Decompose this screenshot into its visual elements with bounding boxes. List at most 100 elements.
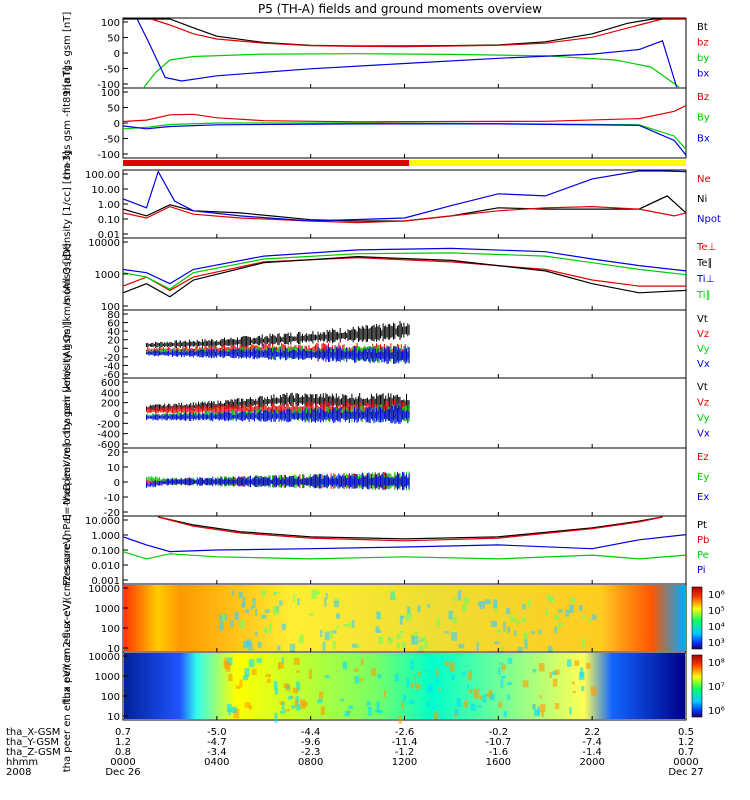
y-tick-label: 0 (114, 478, 120, 489)
spectrogram-patch (371, 668, 377, 677)
legend-Npot: Npot (697, 214, 721, 225)
colorbar-tick-label: 10⁶ (708, 706, 725, 717)
y-tick-label: 10000 (88, 652, 120, 663)
x-axis-row-label: hhmm (6, 757, 38, 768)
x-axis-value: -1.4 (582, 747, 602, 758)
spectrogram-patch (390, 590, 395, 597)
y-tick-label: 1000 (95, 270, 120, 281)
spectrogram-patch (252, 598, 256, 608)
spectrogram-patch (551, 671, 557, 676)
x-axis-value: -1.6 (489, 747, 509, 758)
spectrogram-patch (228, 708, 231, 716)
spectrogram-patch (322, 641, 326, 651)
spectrogram-patch (470, 703, 476, 712)
spectrogram-patch (299, 699, 306, 710)
colorbar-tick-label: 10⁶ (708, 590, 725, 601)
spectrogram-patch (545, 609, 549, 617)
spectrogram-patch (570, 597, 576, 603)
legend-Ne: Ne (697, 174, 711, 185)
y-tick-label: -100 (97, 80, 120, 91)
spectrogram-patch (367, 706, 373, 716)
spectrogram-patch (451, 674, 455, 680)
spectrogram-patch (494, 604, 497, 613)
y-axis-label: tha peir velocity gsm [km/s (All Qs)] (62, 254, 73, 435)
spectrogram-patch (498, 701, 503, 708)
spectrogram-patch (574, 660, 580, 667)
x-axis-value: -9.6 (301, 737, 321, 748)
spectrogram-patch (376, 611, 381, 620)
colorbar-tick-label: 10⁵ (708, 606, 725, 617)
spectrogram-patch (399, 616, 403, 625)
spectrogram-patch (272, 606, 279, 615)
x-axis-value: 0.8 (115, 747, 131, 758)
spectrogram-patch (541, 710, 544, 717)
spectrogram-patch (507, 682, 512, 686)
spectrogram-patch (378, 636, 384, 644)
legend-Ti⊥: Ti⊥ (696, 274, 714, 285)
spectrogram-patch (414, 631, 419, 636)
panel-efield: Ez Ey Ex 20 10 0 -10 -20 E=-VxB [mV/m] (62, 443, 709, 521)
series-Vx (146, 404, 410, 424)
spectrogram-patch (281, 657, 284, 664)
spectrogram-patch (281, 702, 285, 711)
spectrogram-patch (243, 641, 249, 648)
spectrogram-patch (231, 590, 234, 596)
spectrogram-patch (569, 707, 572, 715)
series-Bt (123, 18, 686, 47)
y-axis-label: tha peer en eflux eV/(cm2-s-sr-eV) (62, 600, 73, 773)
spectrogram-patch (436, 678, 439, 683)
spectrogram-patch (257, 641, 262, 649)
spectrogram-patch (477, 601, 481, 607)
spectrogram-patch (234, 612, 240, 621)
spectrogram-patch (263, 627, 269, 633)
x-axis-value: -2.6 (395, 727, 415, 738)
legend-bx: bx (697, 69, 709, 80)
spectrogram-patch (424, 641, 428, 649)
spectrogram-patch (285, 708, 290, 712)
spectrogram-patch (315, 591, 321, 595)
spectrogram-patch (278, 662, 284, 669)
spectrogram-patch (533, 709, 540, 717)
spectrogram-patch (293, 593, 296, 603)
spectrogram-patch (245, 608, 249, 614)
spectrogram-patch (494, 641, 500, 644)
y-tick-label: -50 (104, 65, 120, 76)
spectrogram-patch (449, 662, 455, 672)
spectrogram-patch (522, 680, 529, 688)
y-tick-label: 1000 (95, 672, 120, 683)
spectrogram-patch (477, 705, 482, 708)
y-tick-label: 10 (107, 463, 120, 474)
spectrogram-patch (554, 614, 560, 620)
spectrogram-patch (499, 662, 504, 665)
spectrogram-patch (590, 686, 597, 696)
spectrogram-patch (273, 681, 278, 690)
spectrogram-patch (325, 592, 328, 600)
spectrogram-patch (536, 706, 540, 716)
legend-Bz: Bz (697, 92, 709, 103)
spectrogram-patch (498, 667, 501, 675)
spectrogram-patch (432, 706, 436, 710)
spectrogram-patch (406, 678, 410, 688)
spectrogram-patch (294, 699, 298, 709)
y-tick-label: 0 (114, 119, 120, 130)
y-tick-label: 10 (107, 644, 120, 655)
spectrogram-patch (261, 614, 267, 619)
spectrogram-patch (453, 597, 458, 602)
spectrogram-patch (496, 629, 501, 633)
spectrogram-patch (390, 592, 395, 601)
spectrogram-patch (572, 681, 575, 685)
spectrogram-patch (240, 620, 245, 629)
spectrogram-patch (265, 673, 272, 678)
spectrogram-patch (480, 600, 486, 605)
series-Pe (122, 551, 687, 560)
spectrogram-patch (558, 609, 563, 613)
spectrogram-patch (485, 693, 491, 697)
spectrogram-patch (514, 617, 517, 623)
spectrogram-patch (417, 605, 421, 612)
spectrogram-patch (426, 702, 430, 707)
y-axis-label: E=-VxB [mV/m] (62, 443, 73, 521)
spectrogram-patch (539, 695, 542, 699)
spectrogram-patch (501, 675, 506, 679)
spectrogram-patch (476, 642, 479, 651)
spectrogram-patch (221, 614, 226, 622)
